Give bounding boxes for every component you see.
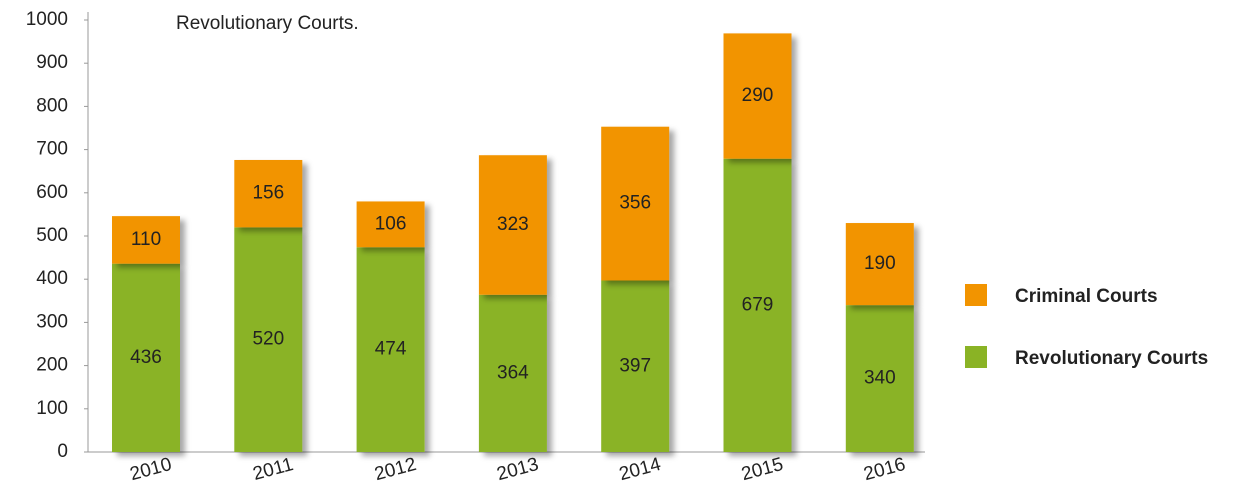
y-tick-label: 200 [36,355,68,376]
x-tick-label: 2012 [372,454,418,485]
y-tick-label: 800 [36,95,68,116]
data-label: 474 [375,339,407,360]
bar-segment [723,33,792,159]
data-label: 190 [864,253,896,274]
bar-segment [478,294,547,452]
x-tick-label: 2011 [251,454,296,485]
y-tick-label: 0 [57,441,68,462]
data-label: 520 [252,329,284,350]
data-label: 106 [375,213,407,234]
bar-segment [112,263,180,452]
legend-swatch [965,284,987,306]
bar-segment [234,159,303,228]
data-label: 364 [497,362,529,383]
bar-segment [845,305,914,452]
bar-segment [112,216,180,264]
y-tick-label: 300 [36,311,68,332]
x-tick-label: 2010 [128,454,174,485]
data-label: 323 [497,214,529,235]
y-tick-label: 1000 [26,9,68,30]
legend-swatch [965,346,987,368]
x-tick-label: 2014 [617,454,664,485]
bar-segment [601,280,670,452]
data-label: 397 [619,355,651,376]
bar-segment [234,227,303,452]
legend-label: Criminal Courts [1015,286,1158,307]
bar-segment [723,158,792,452]
data-label: 156 [252,183,284,204]
y-tick-label: 100 [36,398,68,419]
data-label: 110 [131,229,161,250]
bar-segment [478,155,547,295]
data-label: 356 [619,193,651,214]
data-label: 290 [742,85,774,106]
y-tick-label: 400 [36,268,68,289]
x-tick-label: 2016 [862,454,908,485]
data-label: 679 [742,294,774,315]
y-tick-label: 500 [36,225,68,246]
y-tick-label: 900 [36,52,68,73]
x-tick-label: 2015 [739,454,785,485]
y-tick-label: 700 [36,139,68,160]
bar-segment [356,247,425,452]
x-tick-label: 2013 [495,454,541,485]
data-label: 340 [864,368,896,389]
bar-segment [356,201,425,248]
y-tick-label: 600 [36,182,68,203]
legend-label: Revolutionary Courts [1015,348,1208,369]
chart-title: Revolutionary Courts. [176,13,359,34]
bar-segment [601,126,670,281]
data-label: 436 [130,347,162,368]
bar-segment [845,223,914,306]
